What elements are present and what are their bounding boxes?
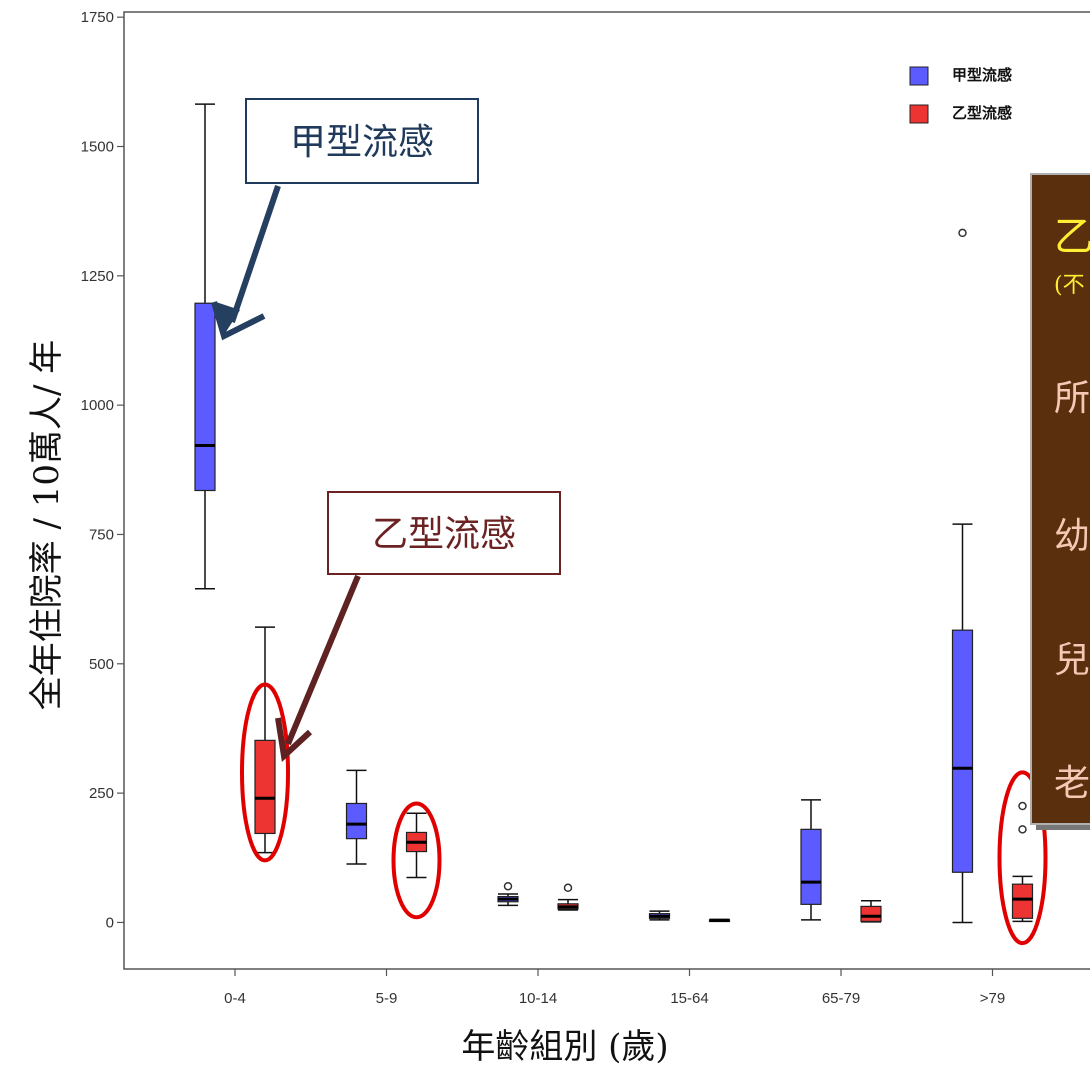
info-panel: 乙 (不 所 幼 兒 老 [1030,173,1090,830]
box-type-a [800,799,822,921]
y-axis: 0 250 500 750 1000 1250 1500 1750 [81,9,124,931]
callout-a-arrow-line [229,185,281,323]
plot-frame [123,11,1090,970]
callout-b-arrow-line [285,574,361,746]
box-iqr [800,828,822,905]
x-tick-label: >79 [980,990,1005,1007]
y-tick-label: 0 [106,914,114,931]
box-plots [194,103,1034,924]
legend-swatch-b [909,104,929,124]
box-type-b [860,899,882,923]
box-iqr [194,302,216,492]
y-tick-label: 750 [89,526,114,543]
y-tick-label: 250 [89,785,114,802]
callout-a-arrow-tip [211,301,266,341]
box-iqr [254,739,276,835]
box-type-a [194,103,216,590]
x-tick-label: 15-64 [670,990,708,1007]
y-tick-label: 1250 [81,268,114,285]
box-iqr [951,629,974,873]
x-tick-label: 0-4 [224,990,246,1007]
y-tick-label: 500 [89,656,114,673]
x-axis-title: 年齡組別 (歲) [461,1027,668,1067]
outlier-point [503,881,513,891]
box-type-b [557,883,579,911]
legend-label-a: 甲型流感 [952,66,1012,84]
box-type-a [648,910,671,921]
callout-type-b: 乙型流感 [275,491,561,763]
x-axis: 0-4 5-9 10-14 15-64 65-79 >79 [224,969,1005,1007]
y-tick-label: 1750 [81,9,114,26]
y-tick-label: 1500 [81,138,114,155]
callout-b-text: 乙型流感 [372,514,516,555]
legend-label-b: 乙型流感 [952,104,1012,122]
box-type-b [405,812,428,879]
info-panel-line-3: 兒 [1054,640,1090,681]
outlier-point [563,883,573,893]
info-panel-line-2: 幼 [1054,516,1090,557]
info-panel-subtitle: (不 [1054,273,1085,298]
box-type-b [708,918,731,923]
callout-b-arrow-tip [275,717,313,763]
box-type-a [951,228,974,924]
highlight-ellipse [240,682,290,863]
outlier-point [1018,801,1027,811]
box-type-a [345,769,368,865]
x-tick-label: 10-14 [519,990,557,1007]
callout-type-a: 甲型流感 [211,98,479,341]
info-panel-line-1: 所 [1054,378,1090,419]
info-panel-bg [1030,173,1090,825]
legend-swatch-a [909,66,929,86]
legend: 甲型流感 乙型流感 [909,66,1012,124]
highlight-ellipse [997,770,1048,946]
x-tick-label: 5-9 [376,990,398,1007]
x-tick-label: 65-79 [822,990,860,1007]
box-iqr [345,802,368,840]
y-axis-title: 全年住院率 / 10萬人/ 年 [27,340,67,711]
highlight-ellipse [391,801,442,920]
highlight-ellipses [240,682,1048,946]
box-iqr [860,905,882,923]
outlier-point [958,228,967,238]
callout-b-box [327,491,561,575]
y-tick-label: 1000 [81,397,114,414]
box-type-b [1011,801,1034,923]
info-panel-title: 乙 [1054,214,1090,260]
box-type-b [254,626,276,854]
info-panel-line-4: 老 [1054,763,1090,804]
callout-a-box [245,98,479,184]
box-type-a [497,881,519,907]
box-iqr [1011,883,1034,919]
outlier-point [1018,825,1027,834]
callout-a-text: 甲型流感 [290,122,434,163]
